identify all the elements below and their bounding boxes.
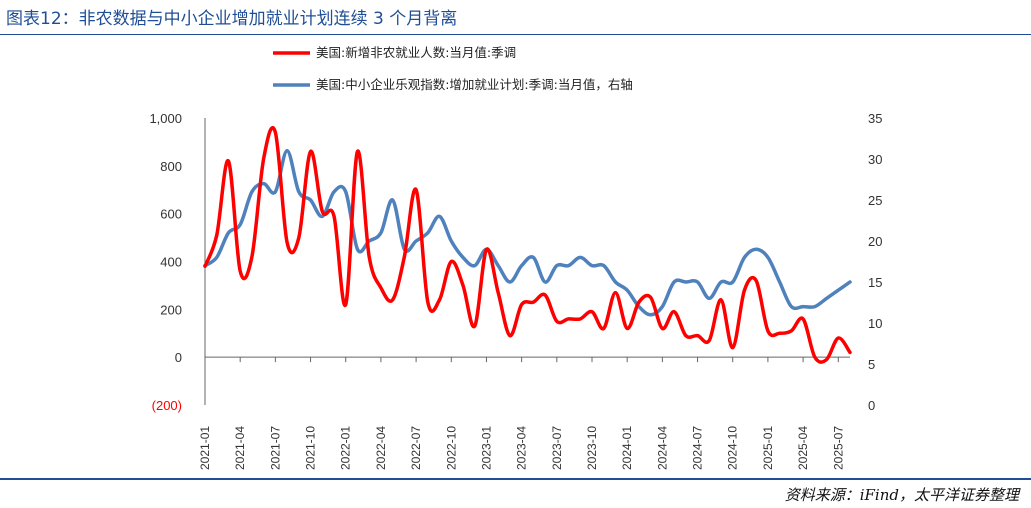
x-tick-label: 2025-07 (831, 426, 845, 470)
y-left-tick-label: 200 (160, 302, 182, 317)
y-right-tick-label: 5 (868, 357, 875, 372)
y-left-tick-label: 0 (175, 350, 182, 365)
x-tick-label: 2025-04 (796, 426, 810, 470)
x-tick-label: 2021-07 (268, 426, 282, 470)
x-tick-label: 2023-01 (479, 426, 493, 470)
x-tick-label: 2022-10 (444, 426, 458, 470)
x-tick-label: 2024-01 (620, 426, 634, 470)
x-tick-label: 2025-01 (761, 426, 775, 470)
y-right-tick-label: 10 (868, 316, 882, 331)
x-tick-label: 2022-07 (409, 426, 423, 470)
y-left-tick-label: 600 (160, 207, 182, 222)
y-right-tick-label: 35 (868, 111, 882, 126)
title-divider (0, 34, 1031, 35)
y-left-tick-label: (200) (152, 398, 182, 413)
y-right-tick-label: 20 (868, 234, 882, 249)
legend-label-nonfarm-payrolls: 美国:新增非农就业人数:当月值:季调 (316, 45, 516, 60)
y-left-tick-label: 1,000 (149, 111, 182, 126)
legend-label-sme-hiring-plans: 美国:中小企业乐观指数:增加就业计划:季调:当月值，右轴 (316, 77, 633, 92)
dual-axis-line-chart: (200) 0 200 400 600 800 1,000 0 5 10 15 20 25 30 35 202… (149, 45, 882, 470)
x-tick-label: 2021-04 (233, 426, 247, 470)
y-right-tick-label: 0 (868, 398, 875, 413)
y-right-tick-label: 30 (868, 152, 882, 167)
x-tick-label: 2022-01 (339, 426, 353, 470)
series-line-nonfarm-payrolls (203, 125, 852, 364)
x-tick-label: 2022-04 (374, 426, 388, 470)
x-tick-label: 2021-10 (304, 426, 318, 470)
x-tick-label: 2021-01 (198, 426, 212, 470)
y-right-tick-label: 15 (868, 275, 882, 290)
x-tick-label: 2024-10 (726, 426, 740, 470)
series-line-sme-hiring-plans (203, 149, 852, 317)
footer-divider (0, 478, 1031, 480)
x-tick-label: 2023-10 (585, 426, 599, 470)
figure-title: 图表12：非农数据与中小企业增加就业计划连续 3 个月背离 (6, 9, 458, 29)
x-tick-label: 2024-04 (655, 426, 669, 470)
y-left-tick-label: 400 (160, 255, 182, 270)
y-left-tick-label: 800 (160, 159, 182, 174)
x-tick-label: 2023-04 (515, 426, 529, 470)
x-tick-label: 2023-07 (550, 426, 564, 470)
source-note: 资料来源：iFind，太平洋证券整理 (784, 486, 1019, 504)
y-right-tick-label: 25 (868, 193, 882, 208)
x-tick-label: 2024-07 (691, 426, 705, 470)
